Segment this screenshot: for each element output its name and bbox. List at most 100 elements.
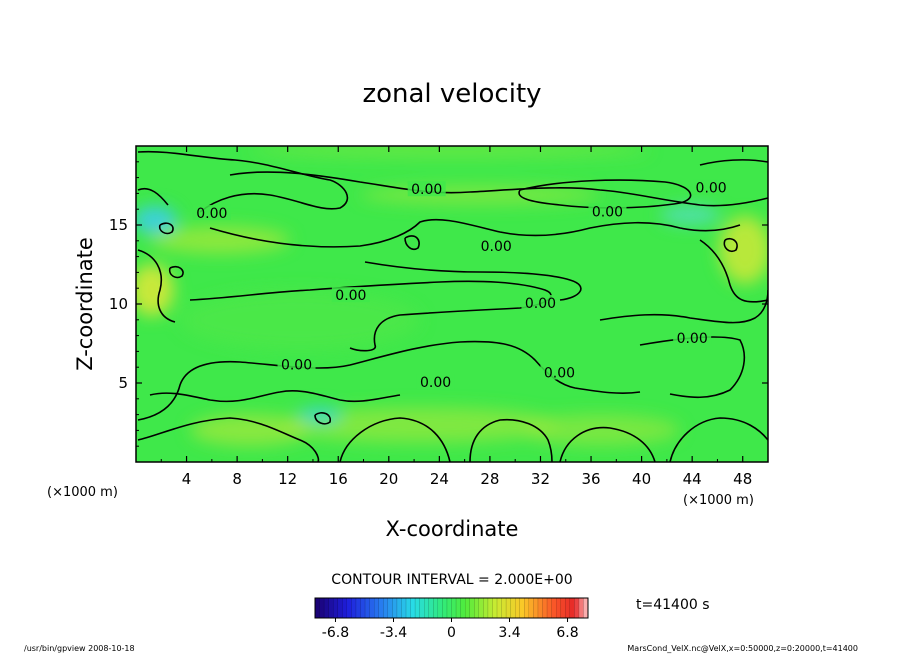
x-tick-label: 28 bbox=[480, 470, 499, 488]
contour-label: 0.00 bbox=[335, 288, 366, 304]
colorbar-cell bbox=[542, 598, 548, 618]
colorbar-cell bbox=[537, 598, 543, 618]
chart-title: zonal velocity bbox=[362, 79, 541, 109]
colorbar-tick-label: 0 bbox=[447, 625, 456, 641]
contour-label-bg bbox=[588, 203, 627, 219]
contour-label-layer: 0.00 0.00 0.00 0.00 0.00 0.00 0.00 0.00 0.00 0.00… bbox=[192, 179, 731, 391]
y-tick-label: 5 bbox=[118, 374, 128, 392]
x-tick-label: 36 bbox=[581, 470, 600, 488]
contour-line bbox=[469, 418, 553, 462]
colorbar-tick-label: -6.8 bbox=[322, 625, 349, 641]
velocity-field-shading bbox=[136, 146, 768, 446]
contour-label-bg bbox=[521, 295, 560, 310]
y-axis: 5 10 15 bbox=[109, 161, 768, 447]
contour-label: 0.00 bbox=[481, 239, 512, 255]
contour-line bbox=[599, 289, 768, 324]
colorbar-cell bbox=[424, 598, 430, 618]
colorbar-cell bbox=[551, 598, 557, 618]
footer-program-date: /usr/bin/gpview 2008-10-18 bbox=[24, 644, 135, 653]
colorbar-cell bbox=[355, 598, 361, 618]
x-tick-label: 20 bbox=[379, 470, 398, 488]
contour-lines bbox=[137, 150, 768, 462]
contour-label: 0.00 bbox=[196, 206, 227, 222]
colorbar-cell bbox=[315, 598, 320, 618]
contour-label-bg bbox=[277, 356, 316, 372]
colorbar-cell bbox=[378, 598, 384, 618]
colorbar-ticks: -6.8 -3.4 0 3.4 6.8 bbox=[322, 618, 579, 641]
contour-line bbox=[518, 179, 692, 209]
colorbar-cell bbox=[506, 598, 512, 618]
colorbar-cell bbox=[578, 598, 584, 618]
contour-line bbox=[137, 249, 176, 323]
colorbar-cell bbox=[528, 598, 534, 618]
colorbar-cell bbox=[360, 598, 366, 618]
contour-label: 0.00 bbox=[677, 331, 708, 347]
contour-line bbox=[669, 417, 768, 462]
colorbar-cell bbox=[401, 598, 407, 618]
plot-area: 0.00 0.00 0.00 0.00 0.00 0.00 0.00 0.00 0.00 0.00… bbox=[136, 146, 768, 462]
colorbar-cell bbox=[410, 598, 416, 618]
contour-label-bg bbox=[673, 329, 712, 345]
colorbar-cell bbox=[515, 598, 521, 618]
x-axis-label: X-coordinate bbox=[386, 517, 519, 541]
colorbar-cell bbox=[533, 598, 539, 618]
colorbar-cell bbox=[478, 598, 484, 618]
contour-line bbox=[168, 265, 184, 279]
x-tick-label: 8 bbox=[232, 470, 242, 488]
time-label: t=41400 s bbox=[636, 597, 710, 613]
contour-label-bg bbox=[477, 238, 516, 254]
colorbar-cell bbox=[437, 598, 443, 618]
colorbar-cells bbox=[314, 598, 589, 618]
x-axis: 4 8 12 16 20 24 28 32 36 40 44 48 bbox=[160, 146, 752, 488]
colorbar-cell bbox=[569, 598, 575, 618]
contour-line bbox=[137, 340, 641, 421]
colorbar-cell bbox=[346, 598, 352, 618]
colorbar-cell bbox=[383, 598, 389, 618]
colorbar-cell bbox=[583, 598, 589, 618]
colorbar-cell bbox=[497, 598, 502, 618]
colorbar-cell bbox=[324, 598, 330, 618]
contour-line bbox=[209, 218, 741, 248]
x-tick-label: 32 bbox=[531, 470, 550, 488]
x-tick-label: 24 bbox=[430, 470, 449, 488]
colorbar-cell bbox=[501, 598, 507, 618]
colorbar-cell bbox=[342, 598, 348, 618]
x-unit-label-right: (×1000 m) bbox=[683, 493, 754, 508]
contour-line bbox=[339, 417, 451, 462]
x-tick-label: 44 bbox=[683, 470, 702, 488]
y-tick-label: 10 bbox=[109, 295, 128, 313]
x-tick-label: 16 bbox=[329, 470, 348, 488]
x-tick-label: 12 bbox=[278, 470, 297, 488]
colorbar-cell bbox=[483, 598, 489, 618]
colorbar-cell bbox=[560, 598, 566, 618]
x-tick-label: 40 bbox=[632, 470, 651, 488]
colorbar-cell bbox=[319, 598, 325, 618]
colorbar-cell bbox=[465, 598, 471, 618]
contour-label-bg bbox=[692, 179, 731, 195]
contour-line bbox=[314, 412, 332, 425]
contour-label-bg bbox=[416, 374, 455, 389]
colorbar-cell bbox=[369, 598, 375, 618]
contour-line bbox=[137, 187, 169, 206]
contour-interval-label: CONTOUR INTERVAL = 2.000E+00 bbox=[331, 572, 572, 588]
colorbar-cell bbox=[328, 598, 334, 618]
contour-line bbox=[723, 237, 738, 253]
contour-label: 0.00 bbox=[592, 204, 623, 220]
colorbar-cell bbox=[524, 598, 530, 618]
y-axis-label: Z-coordinate bbox=[73, 237, 97, 371]
contour-label: 0.00 bbox=[696, 181, 727, 197]
colorbar-cell bbox=[365, 598, 370, 618]
colorbar-cell bbox=[510, 598, 516, 618]
colorbar-cell bbox=[419, 598, 425, 618]
y-tick-label: 15 bbox=[109, 216, 128, 234]
contour-line bbox=[137, 417, 320, 462]
colorbar-cell bbox=[446, 598, 452, 618]
colorbar-cell bbox=[337, 598, 343, 618]
contour-line bbox=[559, 426, 656, 462]
colorbar-tick-label: 6.8 bbox=[556, 625, 578, 641]
contour-label: 0.00 bbox=[420, 375, 451, 391]
contour-line bbox=[189, 280, 552, 352]
colorbar-cell bbox=[406, 598, 411, 618]
contour-line bbox=[699, 239, 768, 303]
